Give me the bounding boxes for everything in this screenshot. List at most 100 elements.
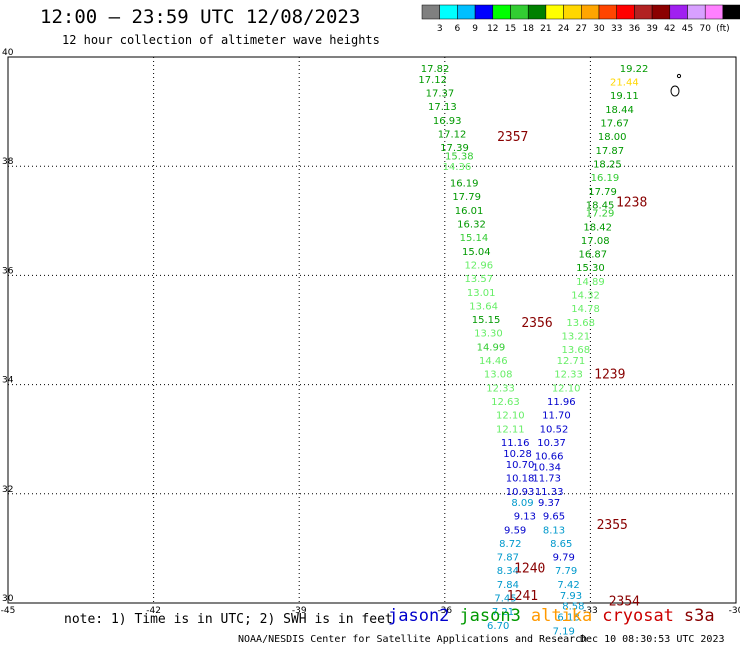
y-tick-label: 34 (2, 376, 14, 386)
legend-entry: s3a (683, 606, 715, 626)
wave-height-label: 14.32 (571, 291, 600, 302)
wave-height-label: 10.93 (506, 487, 535, 498)
colorbar-tick: 24 (558, 24, 570, 34)
wave-height-label: 15.04 (462, 247, 491, 258)
wave-height-label: 13.21 (562, 331, 591, 342)
wave-height-label: 17.79 (452, 192, 481, 203)
wave-height-label: 12.10 (552, 383, 581, 394)
wave-height-label: 12.96 (464, 260, 493, 271)
wave-height-label: 13.01 (467, 288, 496, 299)
wave-height-label: 17.87 (595, 146, 624, 157)
wave-height-label: 17.08 (581, 236, 610, 247)
wave-height-label: 15.15 (472, 315, 501, 326)
wave-height-label: 14.46 (479, 356, 508, 367)
wave-height-label: 11.16 (501, 438, 530, 449)
wave-height-label: 8.13 (543, 525, 565, 536)
colorbar-tick: 30 (593, 24, 605, 34)
island-marker (676, 73, 682, 79)
wave-height-label: 17.37 (426, 88, 455, 99)
legend-entry: altika (530, 606, 593, 626)
wave-height-label: 9.79 (553, 553, 575, 564)
colorbar-tick: 27 (576, 24, 587, 34)
colorbar-swatch (722, 4, 740, 20)
wave-height-label: 10.34 (532, 463, 561, 474)
wave-height-label: 16.19 (450, 179, 479, 190)
wave-height-label: 12.33 (486, 383, 515, 394)
wave-height-label: 14.78 (571, 304, 600, 315)
x-tick-label: -33 (583, 606, 598, 616)
wave-height-label: 7.42 (557, 580, 579, 591)
wave-height-label: 16.93 (433, 116, 462, 127)
wave-height-label: 16.32 (457, 220, 486, 231)
wave-height-label: 19.22 (620, 64, 649, 75)
wave-height-label: 17.29 (586, 209, 615, 220)
wave-height-label: 17.12 (418, 75, 447, 86)
wave-height-label: 21.44 (610, 78, 639, 89)
wave-height-label: 11.96 (547, 397, 576, 408)
wave-height-label: 9.13 (514, 512, 536, 523)
wave-height-label: 11.73 (532, 473, 561, 484)
wave-height-label: 10.52 (540, 424, 569, 435)
island-marker (670, 85, 680, 97)
y-tick-label: 36 (2, 266, 14, 276)
wave-height-label: 8.58 (562, 602, 584, 613)
wave-height-label: 17.82 (421, 64, 450, 75)
x-tick-label: -39 (292, 606, 307, 616)
time-label: 1239 (594, 368, 625, 383)
wave-height-label: 13.68 (562, 345, 591, 356)
wave-height-label: 13.57 (464, 274, 493, 285)
wave-height-label: 9.37 (538, 498, 560, 509)
time-label: 2354 (609, 594, 640, 609)
colorbar: 3 6 9 12 15 18 21 24 27 30 33 36 39 42 45 70 (ft) (421, 4, 740, 34)
x-tick-label: -36 (437, 606, 452, 616)
time-label: 2356 (521, 316, 552, 331)
wave-height-label: 18.42 (583, 222, 612, 233)
y-tick-label: 40 (2, 48, 14, 58)
wave-height-label: 12.33 (554, 370, 583, 381)
wave-height-label: 10.70 (506, 460, 535, 471)
colorbar-tick: 70 (699, 24, 711, 34)
wave-height-label: 15.14 (460, 233, 489, 244)
colorbar-tick: 18 (522, 24, 534, 34)
wave-height-label: 17.13 (428, 102, 457, 113)
colorbar-tick: 21 (540, 24, 551, 34)
footnote: note: 1) Time is in UTC; 2) SWH is in fe… (64, 612, 393, 627)
legend-entry: jason3 (459, 606, 521, 626)
wave-height-label: 15.30 (576, 263, 605, 274)
wave-height-label: 7.87 (497, 553, 519, 564)
colorbar-tick: 42 (664, 24, 675, 34)
colorbar-tick: 45 (682, 24, 693, 34)
legend-entry: jason2 (388, 606, 450, 626)
wave-height-label: 12.63 (491, 397, 520, 408)
wave-height-label: 13.30 (474, 329, 503, 340)
wave-height-label: 7.45 (494, 594, 516, 605)
time-label: 1240 (514, 562, 545, 577)
colorbar-tick: 39 (646, 24, 658, 34)
time-label: 1241 (507, 589, 538, 604)
wave-height-label: 8.09 (511, 498, 533, 509)
wave-height-label: 7.19 (553, 626, 575, 637)
wave-height-label: 13.08 (484, 370, 513, 381)
wave-height-label: 7.21 (492, 607, 514, 618)
wave-height-label: 14.89 (576, 277, 605, 288)
legend-entry: cryosat (602, 606, 674, 626)
wave-height-label: 10.66 (535, 452, 564, 463)
colorbar-tick: 6 (455, 24, 461, 34)
chart-subtitle: 12 hour collection of altimeter wave hei… (62, 33, 380, 47)
wave-height-label: 17.79 (588, 187, 617, 198)
colorbar-tick: 33 (611, 24, 622, 34)
wave-height-label: 16.87 (579, 250, 608, 261)
credit-text: NOAA/NESDIS Center for Satellite Applica… (238, 634, 588, 645)
wave-height-label: 10.28 (503, 449, 532, 460)
colorbar-tick: (ft) (716, 24, 730, 34)
wave-height-label: 11.33 (535, 487, 564, 498)
wave-height-label: 9.59 (504, 525, 526, 536)
wave-height-label: 18.25 (593, 159, 622, 170)
wave-height-label: 8.72 (499, 539, 521, 550)
wave-height-label: 7.79 (555, 566, 577, 577)
wave-height-label: 10.18 (506, 473, 535, 484)
wave-height-label: 6.70 (487, 621, 509, 632)
wave-height-label: 14.99 (477, 342, 506, 353)
wave-height-label: 12.10 (496, 411, 525, 422)
